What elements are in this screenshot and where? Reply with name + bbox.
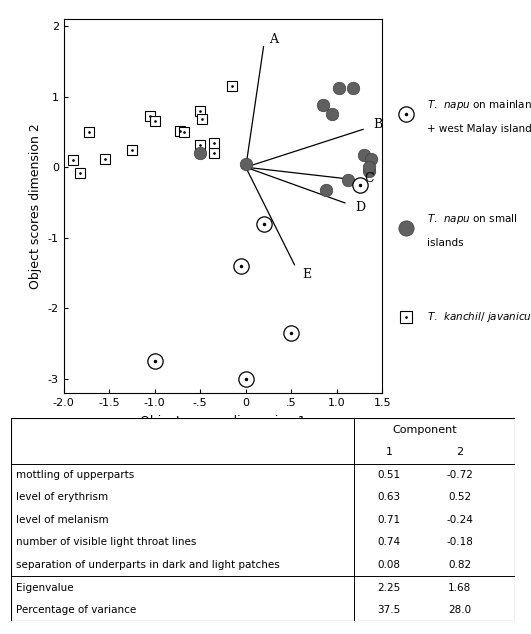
Text: 0.82: 0.82 <box>448 560 471 570</box>
Text: D: D <box>355 201 365 214</box>
Text: 0.71: 0.71 <box>378 515 400 525</box>
Text: 37.5: 37.5 <box>378 605 400 615</box>
Text: -0.72: -0.72 <box>446 470 473 480</box>
Text: C: C <box>364 172 374 185</box>
Text: E: E <box>302 268 311 281</box>
Text: 28.0: 28.0 <box>448 605 471 615</box>
Text: 0.51: 0.51 <box>378 470 400 480</box>
Text: mottling of upperparts: mottling of upperparts <box>16 470 134 480</box>
Text: number of visible light throat lines: number of visible light throat lines <box>16 538 196 547</box>
Text: B: B <box>373 119 382 131</box>
Text: $T$.  $kanchil$/ $javanicus$: $T$. $kanchil$/ $javanicus$ <box>427 310 531 324</box>
Text: -0.18: -0.18 <box>446 538 473 547</box>
X-axis label: Object scores dimension 1: Object scores dimension 1 <box>140 415 306 428</box>
Text: 0.63: 0.63 <box>378 493 400 502</box>
Text: -0.24: -0.24 <box>446 515 473 525</box>
Text: separation of underparts in dark and light patches: separation of underparts in dark and lig… <box>16 560 279 570</box>
Text: islands: islands <box>427 238 464 248</box>
Text: A: A <box>269 33 278 46</box>
Text: $T$.  $napu$ on small: $T$. $napu$ on small <box>427 212 518 226</box>
Text: Component: Component <box>392 425 457 435</box>
Text: 0.74: 0.74 <box>378 538 400 547</box>
Text: + west Malay islands: + west Malay islands <box>427 124 531 134</box>
Y-axis label: Object scores dimension 2: Object scores dimension 2 <box>29 123 42 289</box>
Text: 0.52: 0.52 <box>448 493 471 502</box>
Text: 1: 1 <box>386 447 392 457</box>
Text: 0.08: 0.08 <box>378 560 400 570</box>
Text: level of erythrism: level of erythrism <box>16 493 108 502</box>
Text: Eigenvalue: Eigenvalue <box>16 583 73 593</box>
Text: level of melanism: level of melanism <box>16 515 108 525</box>
Text: 2.25: 2.25 <box>378 583 400 593</box>
Text: $T$.  $napu$ on mainland: $T$. $napu$ on mainland <box>427 98 531 112</box>
Text: Percentage of variance: Percentage of variance <box>16 605 136 615</box>
Text: 1.68: 1.68 <box>448 583 471 593</box>
Text: 2: 2 <box>456 447 463 457</box>
